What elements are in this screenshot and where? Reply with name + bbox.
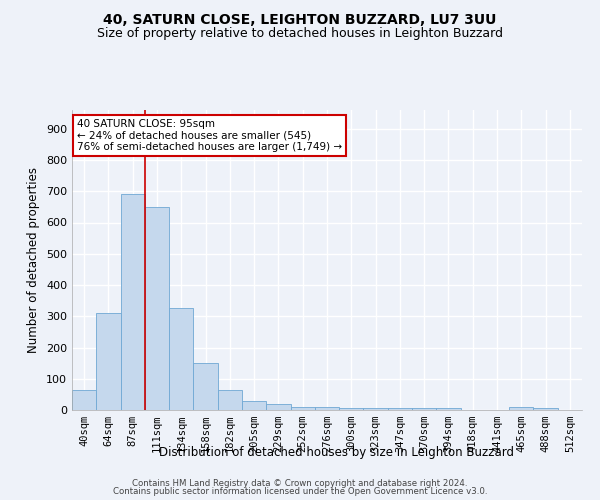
Text: 40 SATURN CLOSE: 95sqm
← 24% of detached houses are smaller (545)
76% of semi-de: 40 SATURN CLOSE: 95sqm ← 24% of detached… bbox=[77, 119, 342, 152]
Bar bbox=[121, 194, 145, 410]
Bar bbox=[509, 407, 533, 410]
Bar bbox=[364, 408, 388, 410]
Bar bbox=[72, 390, 96, 410]
Text: Contains public sector information licensed under the Open Government Licence v3: Contains public sector information licen… bbox=[113, 487, 487, 496]
Bar bbox=[533, 408, 558, 410]
Bar bbox=[315, 407, 339, 410]
Bar bbox=[339, 408, 364, 410]
Bar bbox=[169, 308, 193, 410]
Text: Size of property relative to detached houses in Leighton Buzzard: Size of property relative to detached ho… bbox=[97, 28, 503, 40]
Bar bbox=[218, 390, 242, 410]
Text: Contains HM Land Registry data © Crown copyright and database right 2024.: Contains HM Land Registry data © Crown c… bbox=[132, 478, 468, 488]
Bar bbox=[290, 407, 315, 410]
Bar bbox=[96, 313, 121, 410]
Bar bbox=[266, 404, 290, 410]
Bar bbox=[193, 363, 218, 410]
Text: Distribution of detached houses by size in Leighton Buzzard: Distribution of detached houses by size … bbox=[158, 446, 514, 459]
Bar bbox=[436, 408, 461, 410]
Text: 40, SATURN CLOSE, LEIGHTON BUZZARD, LU7 3UU: 40, SATURN CLOSE, LEIGHTON BUZZARD, LU7 … bbox=[103, 12, 497, 26]
Bar bbox=[242, 400, 266, 410]
Bar bbox=[145, 207, 169, 410]
Y-axis label: Number of detached properties: Number of detached properties bbox=[28, 167, 40, 353]
Bar bbox=[412, 408, 436, 410]
Bar bbox=[388, 408, 412, 410]
